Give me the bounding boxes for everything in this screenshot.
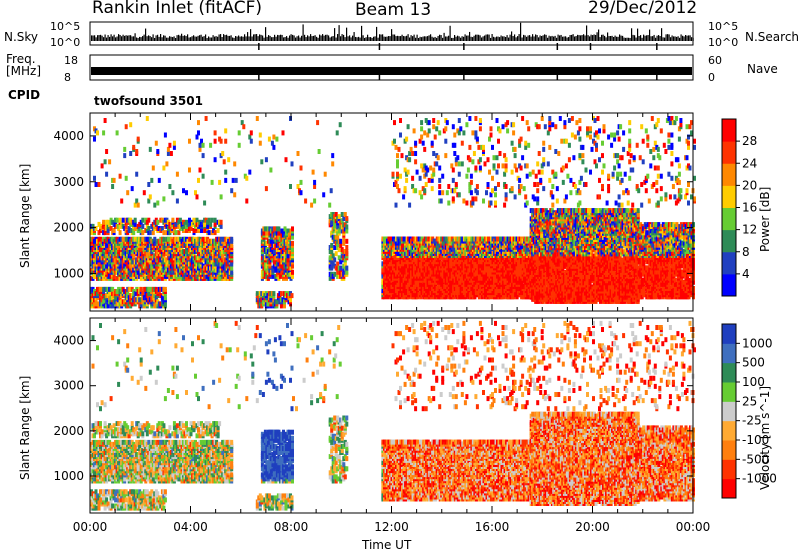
colorbar-swatch xyxy=(722,274,736,297)
colorbar-tick-label: 28 xyxy=(742,134,757,148)
nsky-bars xyxy=(91,23,694,41)
colorbar-swatch xyxy=(722,459,736,479)
x-tick-label: 04:00 xyxy=(173,520,208,534)
x-tick-label: 16:00 xyxy=(475,520,510,534)
colorbar-swatch xyxy=(722,382,736,402)
y-tick-label: 1000 xyxy=(53,469,84,483)
y-tick-label: 4000 xyxy=(53,129,84,143)
colorbar-swatch xyxy=(722,252,736,275)
colorbar-swatch xyxy=(722,440,736,460)
colorbar-tick-label: 16 xyxy=(742,201,757,215)
x-tick-label: 08:00 xyxy=(274,520,309,534)
colorbar-tick-label: 12 xyxy=(742,223,757,237)
colorbar-tick-label: -500 xyxy=(742,452,769,466)
y-tick-label: 1000 xyxy=(53,266,84,280)
colorbar-tick-label: 8 xyxy=(742,245,750,259)
y-tick-label: 3000 xyxy=(53,379,84,393)
x-tick-label: 12:00 xyxy=(374,520,409,534)
y-tick-label: 3000 xyxy=(53,175,84,189)
colorbar-swatch xyxy=(722,324,736,344)
colorbar-swatch xyxy=(722,185,736,208)
colorbar-swatch xyxy=(722,363,736,383)
colorbar-swatch xyxy=(722,119,736,142)
colorbar-swatch xyxy=(722,230,736,253)
colorbar-tick-label: 100 xyxy=(742,375,765,389)
power-heatmap-cells xyxy=(90,116,696,308)
colorbar-tick-label: 4 xyxy=(742,267,750,281)
colorbar-swatch xyxy=(722,208,736,231)
x-tick-label: 20:00 xyxy=(575,520,610,534)
x-tick-label: 00:00 xyxy=(73,520,108,534)
y-tick-label: 2000 xyxy=(53,221,84,235)
freq-band xyxy=(91,67,692,75)
x-tick-label: 00:00 xyxy=(676,520,711,534)
colorbar-tick-label: 1000 xyxy=(742,336,773,350)
colorbar-tick-label: 500 xyxy=(742,356,765,370)
colorbar-swatch xyxy=(722,163,736,186)
colorbar-swatch xyxy=(722,401,736,421)
velocity-heatmap-cells xyxy=(90,321,696,511)
colorbar-tick-label: 20 xyxy=(742,178,757,192)
colorbar-swatch xyxy=(722,141,736,164)
colorbar-swatch xyxy=(722,421,736,441)
colorbar-tick-label: -25 xyxy=(742,414,762,428)
colorbar-tick-label: -100 xyxy=(742,433,769,447)
colorbar-tick-label: 24 xyxy=(742,156,757,170)
y-tick-label: 4000 xyxy=(53,334,84,348)
colorbar-swatch xyxy=(722,479,736,499)
colorbar-tick-label: 25 xyxy=(742,394,757,408)
colorbar-tick-label: -1000 xyxy=(742,472,777,486)
y-tick-label: 2000 xyxy=(53,424,84,438)
colorbar-swatch xyxy=(722,343,736,363)
